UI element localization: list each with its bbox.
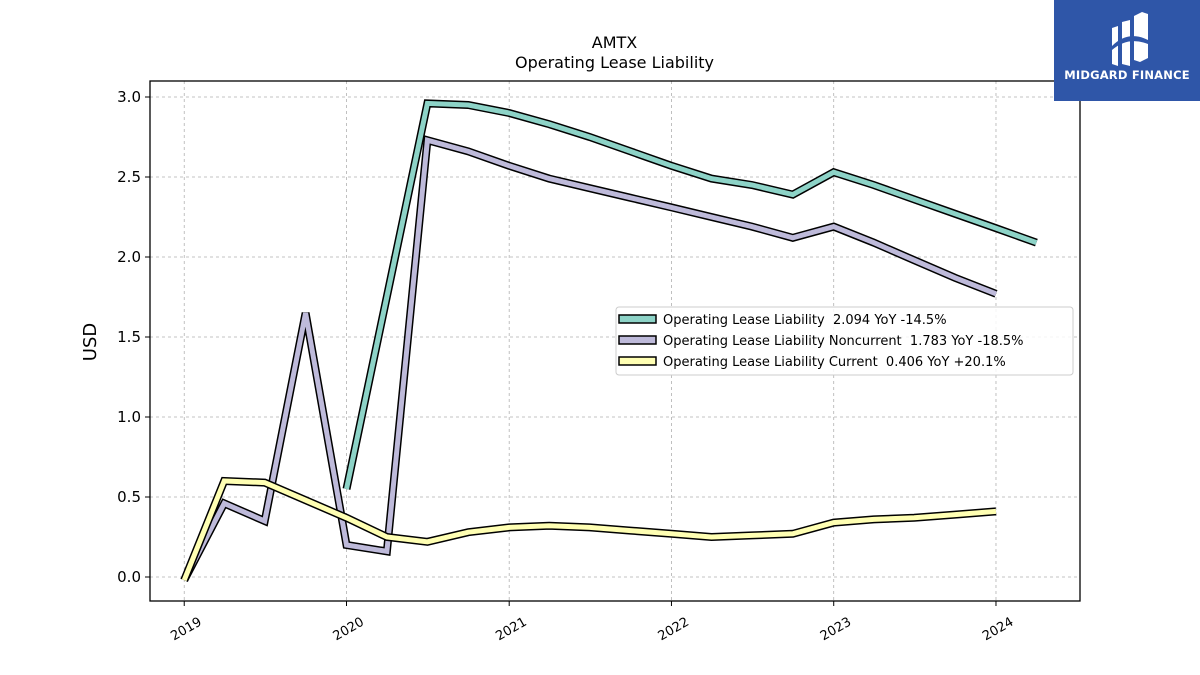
y-tick-label: 1.0 <box>117 408 141 426</box>
legend-swatch <box>618 356 657 366</box>
x-tick-label: 2023 <box>818 615 854 645</box>
legend-label: Operating Lease Liability Noncurrent 1.7… <box>663 334 1024 349</box>
series-0-line <box>344 100 1038 490</box>
x-tick-label: 2022 <box>656 615 692 645</box>
y-tick-label: 2.0 <box>117 248 141 266</box>
legend-swatch <box>618 335 657 345</box>
series-2-outline <box>180 476 997 582</box>
y-tick-label: 0.5 <box>117 488 141 506</box>
legend: Operating Lease Liability 2.094 YoY -14.… <box>615 306 1074 376</box>
y-tick-label: 0.0 <box>117 568 141 586</box>
y-axis-label: USD <box>80 323 101 361</box>
x-tick-label: 2020 <box>331 615 367 645</box>
logo-text: MIDGARD FINANCE <box>1064 68 1190 82</box>
chart-subtitle: Operating Lease Liability <box>515 53 714 72</box>
series-2-line <box>181 478 997 582</box>
series-0-outline <box>342 99 1038 490</box>
series-layer <box>180 99 1038 583</box>
y-tick-label: 2.5 <box>117 168 141 186</box>
x-tick-label: 2019 <box>168 615 204 645</box>
brand-logo: MIDGARD FINANCE <box>1054 0 1200 101</box>
plot-frame <box>149 80 1081 602</box>
y-tick-label: 3.0 <box>117 88 141 106</box>
y-tick-label: 1.5 <box>117 328 141 346</box>
chart-title: AMTX <box>592 33 638 52</box>
logo-mark-icon <box>1112 12 1148 66</box>
series-1-line <box>181 137 997 582</box>
x-tick-label: 2024 <box>980 615 1016 645</box>
legend-swatch <box>618 314 657 324</box>
legend-label: Operating Lease Liability 2.094 YoY -14.… <box>663 313 947 328</box>
legend-box <box>615 306 1074 376</box>
legend-label: Operating Lease Liability Current 0.406 … <box>663 355 1006 370</box>
x-tick-label: 2021 <box>493 615 529 645</box>
